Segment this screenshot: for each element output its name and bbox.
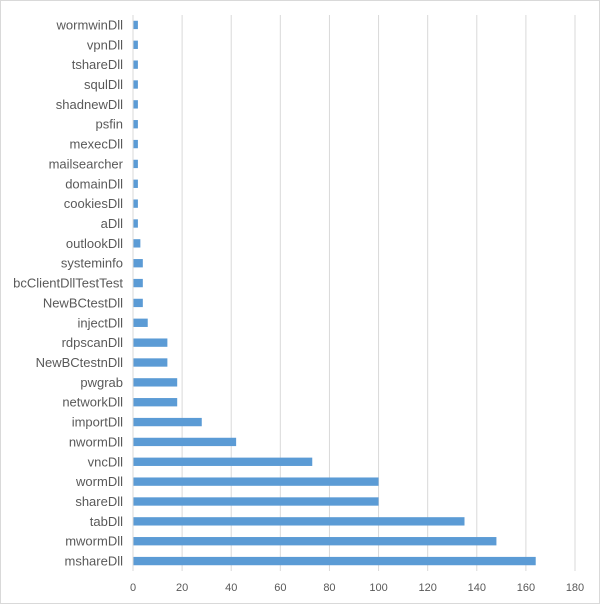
category-label-aDll: aDll bbox=[101, 216, 124, 231]
bar-psfin bbox=[133, 120, 138, 129]
bar-shadnewDll bbox=[133, 100, 138, 109]
bar-bcClientDllTestTest bbox=[133, 278, 143, 288]
tick-label-0: 0 bbox=[130, 582, 136, 594]
bar-NewBCtestDll bbox=[133, 298, 143, 308]
category-label-pwgrab: pwgrab bbox=[80, 375, 123, 390]
tick-label-180: 180 bbox=[566, 582, 584, 594]
category-label-rdpscanDll: rdpscanDll bbox=[62, 335, 124, 350]
category-label-wormwinDll: wormwinDll bbox=[56, 17, 124, 32]
bar-squlDll bbox=[133, 80, 138, 89]
bar-tabDll bbox=[133, 517, 465, 526]
bar-wormwinDll bbox=[133, 20, 138, 30]
bar-aDll bbox=[133, 219, 138, 228]
category-label-squlDll: squlDll bbox=[84, 77, 123, 92]
category-label-NewBCtestDll: NewBCtestDll bbox=[43, 295, 123, 310]
category-labels: wormwinDll vpnDll tshareDll squlDll shadnewD… bbox=[13, 17, 123, 568]
category-label-vncDll: vncDll bbox=[88, 454, 124, 469]
bar-wormDll bbox=[133, 477, 379, 486]
bar-mshareDll bbox=[133, 556, 536, 566]
category-label-vpnDll: vpnDll bbox=[87, 37, 123, 52]
tick-label-140: 140 bbox=[468, 582, 486, 594]
bar-domainDll bbox=[133, 179, 138, 188]
tick-label-100: 100 bbox=[369, 582, 387, 594]
category-label-cookiesDll: cookiesDll bbox=[64, 196, 123, 211]
tick-label-80: 80 bbox=[323, 582, 335, 594]
bar-networkDll bbox=[133, 398, 178, 407]
category-label-tshareDll: tshareDll bbox=[72, 57, 123, 72]
tick-label-120: 120 bbox=[418, 582, 436, 594]
category-label-mwormDll: mwormDll bbox=[65, 534, 123, 549]
tick-label-40: 40 bbox=[225, 582, 237, 594]
bar-systeminfo bbox=[133, 259, 143, 268]
bar-mwormDll bbox=[133, 537, 497, 546]
category-label-nwormDll: nwormDll bbox=[69, 434, 123, 449]
category-label-outlookDll: outlookDll bbox=[66, 236, 123, 251]
bar-shareDll bbox=[133, 497, 379, 506]
category-label-importDll: importDll bbox=[72, 415, 123, 430]
bar-NewBCtestnDll bbox=[133, 358, 168, 367]
category-label-tabDll: tabDll bbox=[90, 514, 123, 529]
value-tick-labels: 0 20 40 60 80 100 120 140 160 180 bbox=[130, 582, 584, 594]
category-label-psfin: psfin bbox=[96, 117, 123, 132]
category-label-mexecDll: mexecDll bbox=[70, 137, 124, 152]
category-label-NewBCtestnDll: NewBCtestnDll bbox=[36, 355, 124, 370]
bar-nwormDll bbox=[133, 437, 237, 447]
category-label-mailsearcher: mailsearcher bbox=[49, 156, 124, 171]
tick-label-60: 60 bbox=[274, 582, 286, 594]
category-label-mshareDll: mshareDll bbox=[64, 554, 123, 569]
bar-vncDll bbox=[133, 457, 313, 466]
gridlines bbox=[181, 15, 576, 571]
category-label-networkDll: networkDll bbox=[62, 395, 123, 410]
category-label-shadnewDll: shadnewDll bbox=[56, 97, 123, 112]
bar-vpnDll bbox=[133, 40, 138, 49]
category-label-systeminfo: systeminfo bbox=[61, 256, 123, 271]
bar-mexecDll bbox=[133, 139, 138, 149]
category-label-injectDll: injectDll bbox=[77, 315, 123, 330]
category-label-shareDll: shareDll bbox=[75, 494, 123, 509]
category-label-bcClientDllTestTest: bcClientDllTestTest bbox=[13, 276, 123, 291]
bar-tshareDll bbox=[133, 60, 138, 69]
category-label-wormDll: wormDll bbox=[75, 474, 123, 489]
bar-rdpscanDll bbox=[133, 338, 168, 347]
bar-outlookDll bbox=[133, 239, 141, 248]
bar-mailsearcher bbox=[133, 159, 138, 169]
tick-label-20: 20 bbox=[176, 582, 188, 594]
tick-label-160: 160 bbox=[517, 582, 535, 594]
bar-importDll bbox=[133, 417, 202, 427]
bars bbox=[133, 20, 536, 566]
bar-cookiesDll bbox=[133, 199, 138, 208]
category-label-domainDll: domainDll bbox=[65, 176, 123, 191]
bar-injectDll bbox=[133, 318, 148, 327]
bar-pwgrab bbox=[133, 378, 178, 387]
